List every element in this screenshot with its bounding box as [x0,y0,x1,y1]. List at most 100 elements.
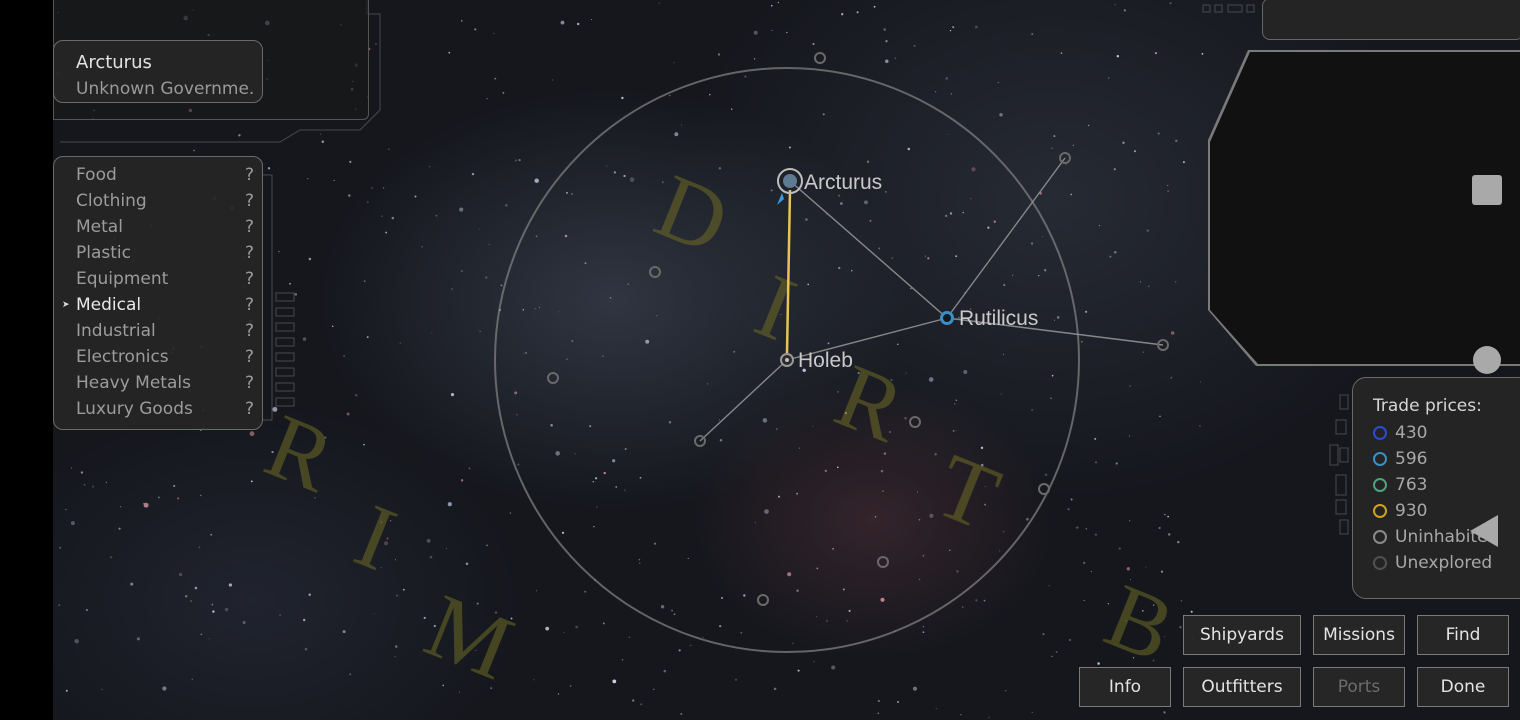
commodity-price: ? [244,399,254,419]
star [831,665,836,670]
star [435,214,438,217]
star [1003,353,1005,355]
star [777,495,781,498]
hyperlanes [699,157,1164,442]
svg-text:I: I [343,484,410,590]
system-holeb[interactable]: Holeb [780,349,853,372]
star [602,622,605,625]
commodity-label: Industrial [76,321,156,341]
star [680,712,683,715]
star [500,284,503,287]
commodity-clothing[interactable]: Clothing? [54,188,262,214]
done-button[interactable]: Done [1417,667,1509,707]
star [1199,425,1201,427]
star [211,603,214,606]
star [743,594,746,597]
star [733,350,736,353]
star [877,712,880,715]
star [910,287,912,290]
star [382,187,385,189]
star [955,255,958,258]
star [882,490,884,492]
star [627,283,629,285]
star [545,626,550,631]
star [945,214,948,217]
star [459,207,464,212]
star [471,172,475,176]
commodity-medical[interactable]: ➤ Medical? [54,292,262,318]
missions-button[interactable]: Missions [1313,615,1405,655]
unexplored-systems[interactable] [547,52,1169,606]
star [592,480,595,483]
commodity-luxury-goods[interactable]: Luxury Goods? [54,396,262,422]
star [957,316,961,319]
star [1130,578,1132,581]
commodity-heavy-metals[interactable]: Heavy Metals? [54,370,262,396]
star [1053,319,1056,321]
star [949,29,952,32]
commodity-label: Luxury Goods [76,399,193,419]
ports-button[interactable]: Ports [1313,667,1405,707]
star [324,436,327,439]
selected-system-panel[interactable]: Arcturus Unknown Governme... [53,40,263,103]
star [294,293,298,296]
star [593,525,595,528]
star [333,179,335,181]
star [896,343,899,346]
star [1012,274,1014,276]
system-label-holeb: Holeb [798,349,853,372]
find-button[interactable]: Find [1417,615,1509,655]
star [792,642,794,644]
commodity-price: ? [244,373,254,393]
info-button[interactable]: Info [1079,667,1171,707]
commodity-metal[interactable]: Metal? [54,214,262,240]
star [873,5,876,8]
commodity-food[interactable]: Food? [54,162,262,188]
star [210,533,213,536]
star [130,582,134,586]
star [918,578,921,581]
star [366,201,369,204]
commodity-industrial[interactable]: Industrial? [54,318,262,344]
star [468,467,471,470]
star [523,352,525,354]
star [988,716,990,719]
star [857,371,860,375]
star [304,647,308,651]
commodity-equipment[interactable]: Equipment? [54,266,262,292]
star [65,689,68,692]
outfitters-button[interactable]: Outfitters [1183,667,1301,707]
star [949,212,953,215]
star [493,32,495,34]
star [999,550,1001,552]
zoom-out-button[interactable] [1473,346,1501,374]
shipyards-button[interactable]: Shipyards [1183,615,1301,655]
star [775,428,778,430]
star [535,235,538,238]
star [753,58,756,60]
star [866,160,870,163]
star [624,489,626,491]
collapse-panel-arrow-icon[interactable] [1470,515,1498,547]
star [864,200,868,205]
star [822,113,825,116]
zoom-in-button[interactable] [1472,175,1502,205]
system-rutilicus[interactable]: Rutilicus [940,307,1039,330]
star [564,234,568,238]
star [1118,547,1121,550]
star [818,363,821,365]
system-arcturus[interactable]: Arcturus [777,168,882,205]
star [885,40,888,43]
star [1141,609,1144,612]
star [832,548,834,550]
star [1085,528,1087,530]
star [888,430,892,434]
commodity-plastic[interactable]: Plastic? [54,240,262,266]
star [1051,147,1053,149]
star [485,276,488,279]
star [628,636,631,639]
commodity-electronics[interactable]: Electronics? [54,344,262,370]
star [805,218,808,221]
star [429,555,433,559]
